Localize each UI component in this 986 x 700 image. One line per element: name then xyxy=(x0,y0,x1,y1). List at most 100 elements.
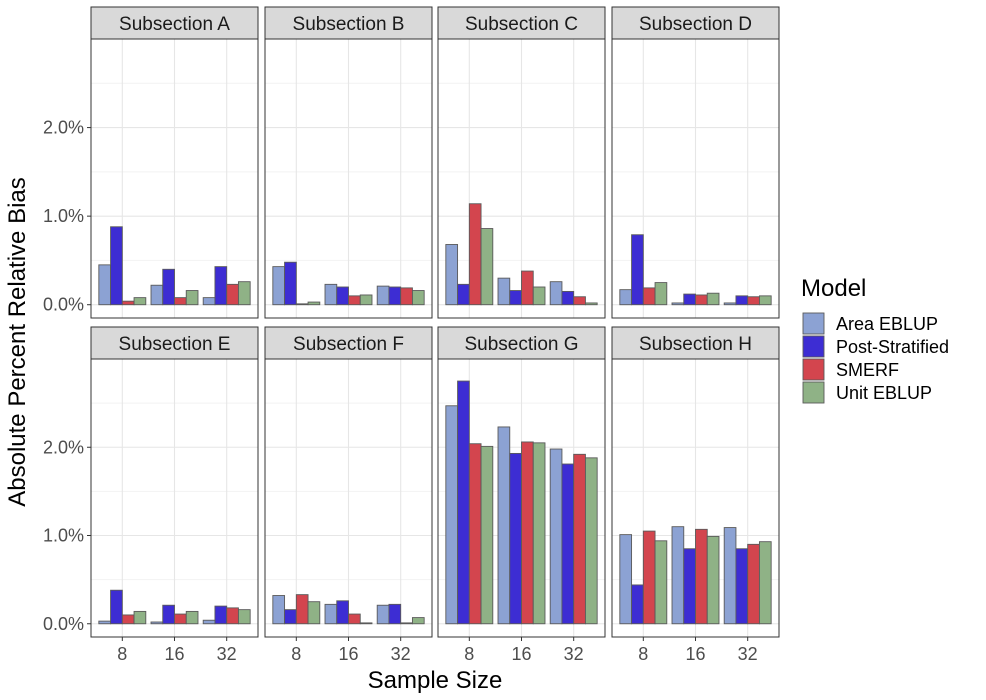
bar xyxy=(226,283,239,306)
bar xyxy=(324,603,338,625)
panel: Subsection A xyxy=(90,6,259,319)
bar xyxy=(214,266,228,306)
panel-border xyxy=(264,38,433,319)
legend-item: Unit EBLUP xyxy=(802,381,932,404)
y-tick-label: 2.0% xyxy=(43,437,84,457)
bar xyxy=(747,296,760,306)
panel-title: Subsection G xyxy=(464,334,578,355)
bar xyxy=(133,610,147,625)
bar xyxy=(202,619,216,625)
bar xyxy=(376,604,390,625)
bar xyxy=(98,620,112,625)
bar xyxy=(237,281,251,306)
bar xyxy=(642,530,656,625)
bar xyxy=(445,405,459,625)
bar xyxy=(174,297,187,306)
bar xyxy=(532,442,546,625)
x-tick-label: 16 xyxy=(511,644,531,664)
bar xyxy=(400,622,413,625)
bar xyxy=(150,621,164,625)
bar xyxy=(214,605,228,625)
bar xyxy=(121,614,135,625)
bar xyxy=(671,302,685,306)
y-tick-label: 1.0% xyxy=(43,526,84,546)
bar xyxy=(457,380,470,625)
legend-swatch xyxy=(802,335,825,358)
bar xyxy=(642,287,656,306)
bar xyxy=(359,622,373,625)
bar xyxy=(110,589,123,625)
y-tick-label: 0.0% xyxy=(43,614,84,634)
x-tick-label: 8 xyxy=(638,644,648,664)
bar xyxy=(695,528,708,625)
panel-title: Subsection H xyxy=(639,334,752,355)
bar xyxy=(324,283,338,306)
bar xyxy=(272,595,286,625)
panel: Subsection D xyxy=(611,6,780,319)
bar xyxy=(445,244,459,306)
bar xyxy=(307,301,321,306)
bar xyxy=(400,287,413,306)
bar xyxy=(307,601,321,625)
bar xyxy=(121,300,135,306)
bar xyxy=(185,290,199,306)
bar xyxy=(348,613,361,625)
panel-title: Subsection C xyxy=(465,14,578,35)
bar xyxy=(185,610,199,625)
bar xyxy=(497,277,511,306)
panel-border xyxy=(611,38,780,319)
y-tick-label: 0.0% xyxy=(43,295,84,315)
bar xyxy=(468,443,482,625)
bar xyxy=(683,548,696,625)
bar xyxy=(480,228,494,306)
panel-strip xyxy=(90,6,259,40)
panel-border xyxy=(437,38,606,319)
legend-swatch xyxy=(802,312,825,335)
y-tick-label: 1.0% xyxy=(43,206,84,226)
legend-swatch xyxy=(802,358,825,381)
bar xyxy=(348,295,361,306)
bar xyxy=(671,526,685,625)
panel-strip xyxy=(611,6,780,40)
panel-title: Subsection E xyxy=(119,334,231,355)
panel-title: Subsection B xyxy=(293,14,405,35)
x-tick-label: 32 xyxy=(391,644,411,664)
legend-items: Area EBLUP Post-Stratified SMERF Unit EBLUP xyxy=(802,312,949,404)
panel-strip xyxy=(611,326,780,360)
bar xyxy=(237,609,251,625)
bar xyxy=(376,285,390,306)
bar xyxy=(226,607,239,625)
legend-item: Area EBLUP xyxy=(802,312,938,335)
bar xyxy=(561,290,575,306)
panel-strip xyxy=(264,326,433,360)
x-tick-label: 32 xyxy=(738,644,758,664)
panel-strip xyxy=(90,326,259,360)
bar xyxy=(573,453,586,625)
bar xyxy=(521,441,534,625)
panel: Subsection H xyxy=(611,326,780,638)
legend-item: SMERF xyxy=(802,358,899,381)
panel: Subsection B xyxy=(264,6,433,319)
legend: Model Area EBLUP Post-Stratified SMERF Unit… xyxy=(801,275,949,404)
bar xyxy=(619,289,633,306)
bar xyxy=(388,603,402,625)
legend-label: SMERF xyxy=(836,360,899,380)
bar xyxy=(549,281,563,306)
bar xyxy=(584,302,598,306)
y-axis-title: Absolute Percent Relative Bias xyxy=(4,177,31,507)
bar xyxy=(631,584,644,625)
panel-border xyxy=(90,38,259,319)
bar xyxy=(747,543,760,625)
bar xyxy=(584,457,598,625)
bar xyxy=(336,600,349,625)
x-tick-label: 8 xyxy=(464,644,474,664)
chart-panels: Subsection A Subsection B Subsection C Subs… xyxy=(90,6,780,638)
bar xyxy=(532,286,546,306)
bar xyxy=(133,297,147,306)
bar xyxy=(619,534,633,625)
bar xyxy=(272,266,286,306)
bar xyxy=(735,295,749,306)
panel: Subsection G xyxy=(437,326,606,638)
bar xyxy=(295,594,309,625)
x-tick-label: 8 xyxy=(291,644,301,664)
